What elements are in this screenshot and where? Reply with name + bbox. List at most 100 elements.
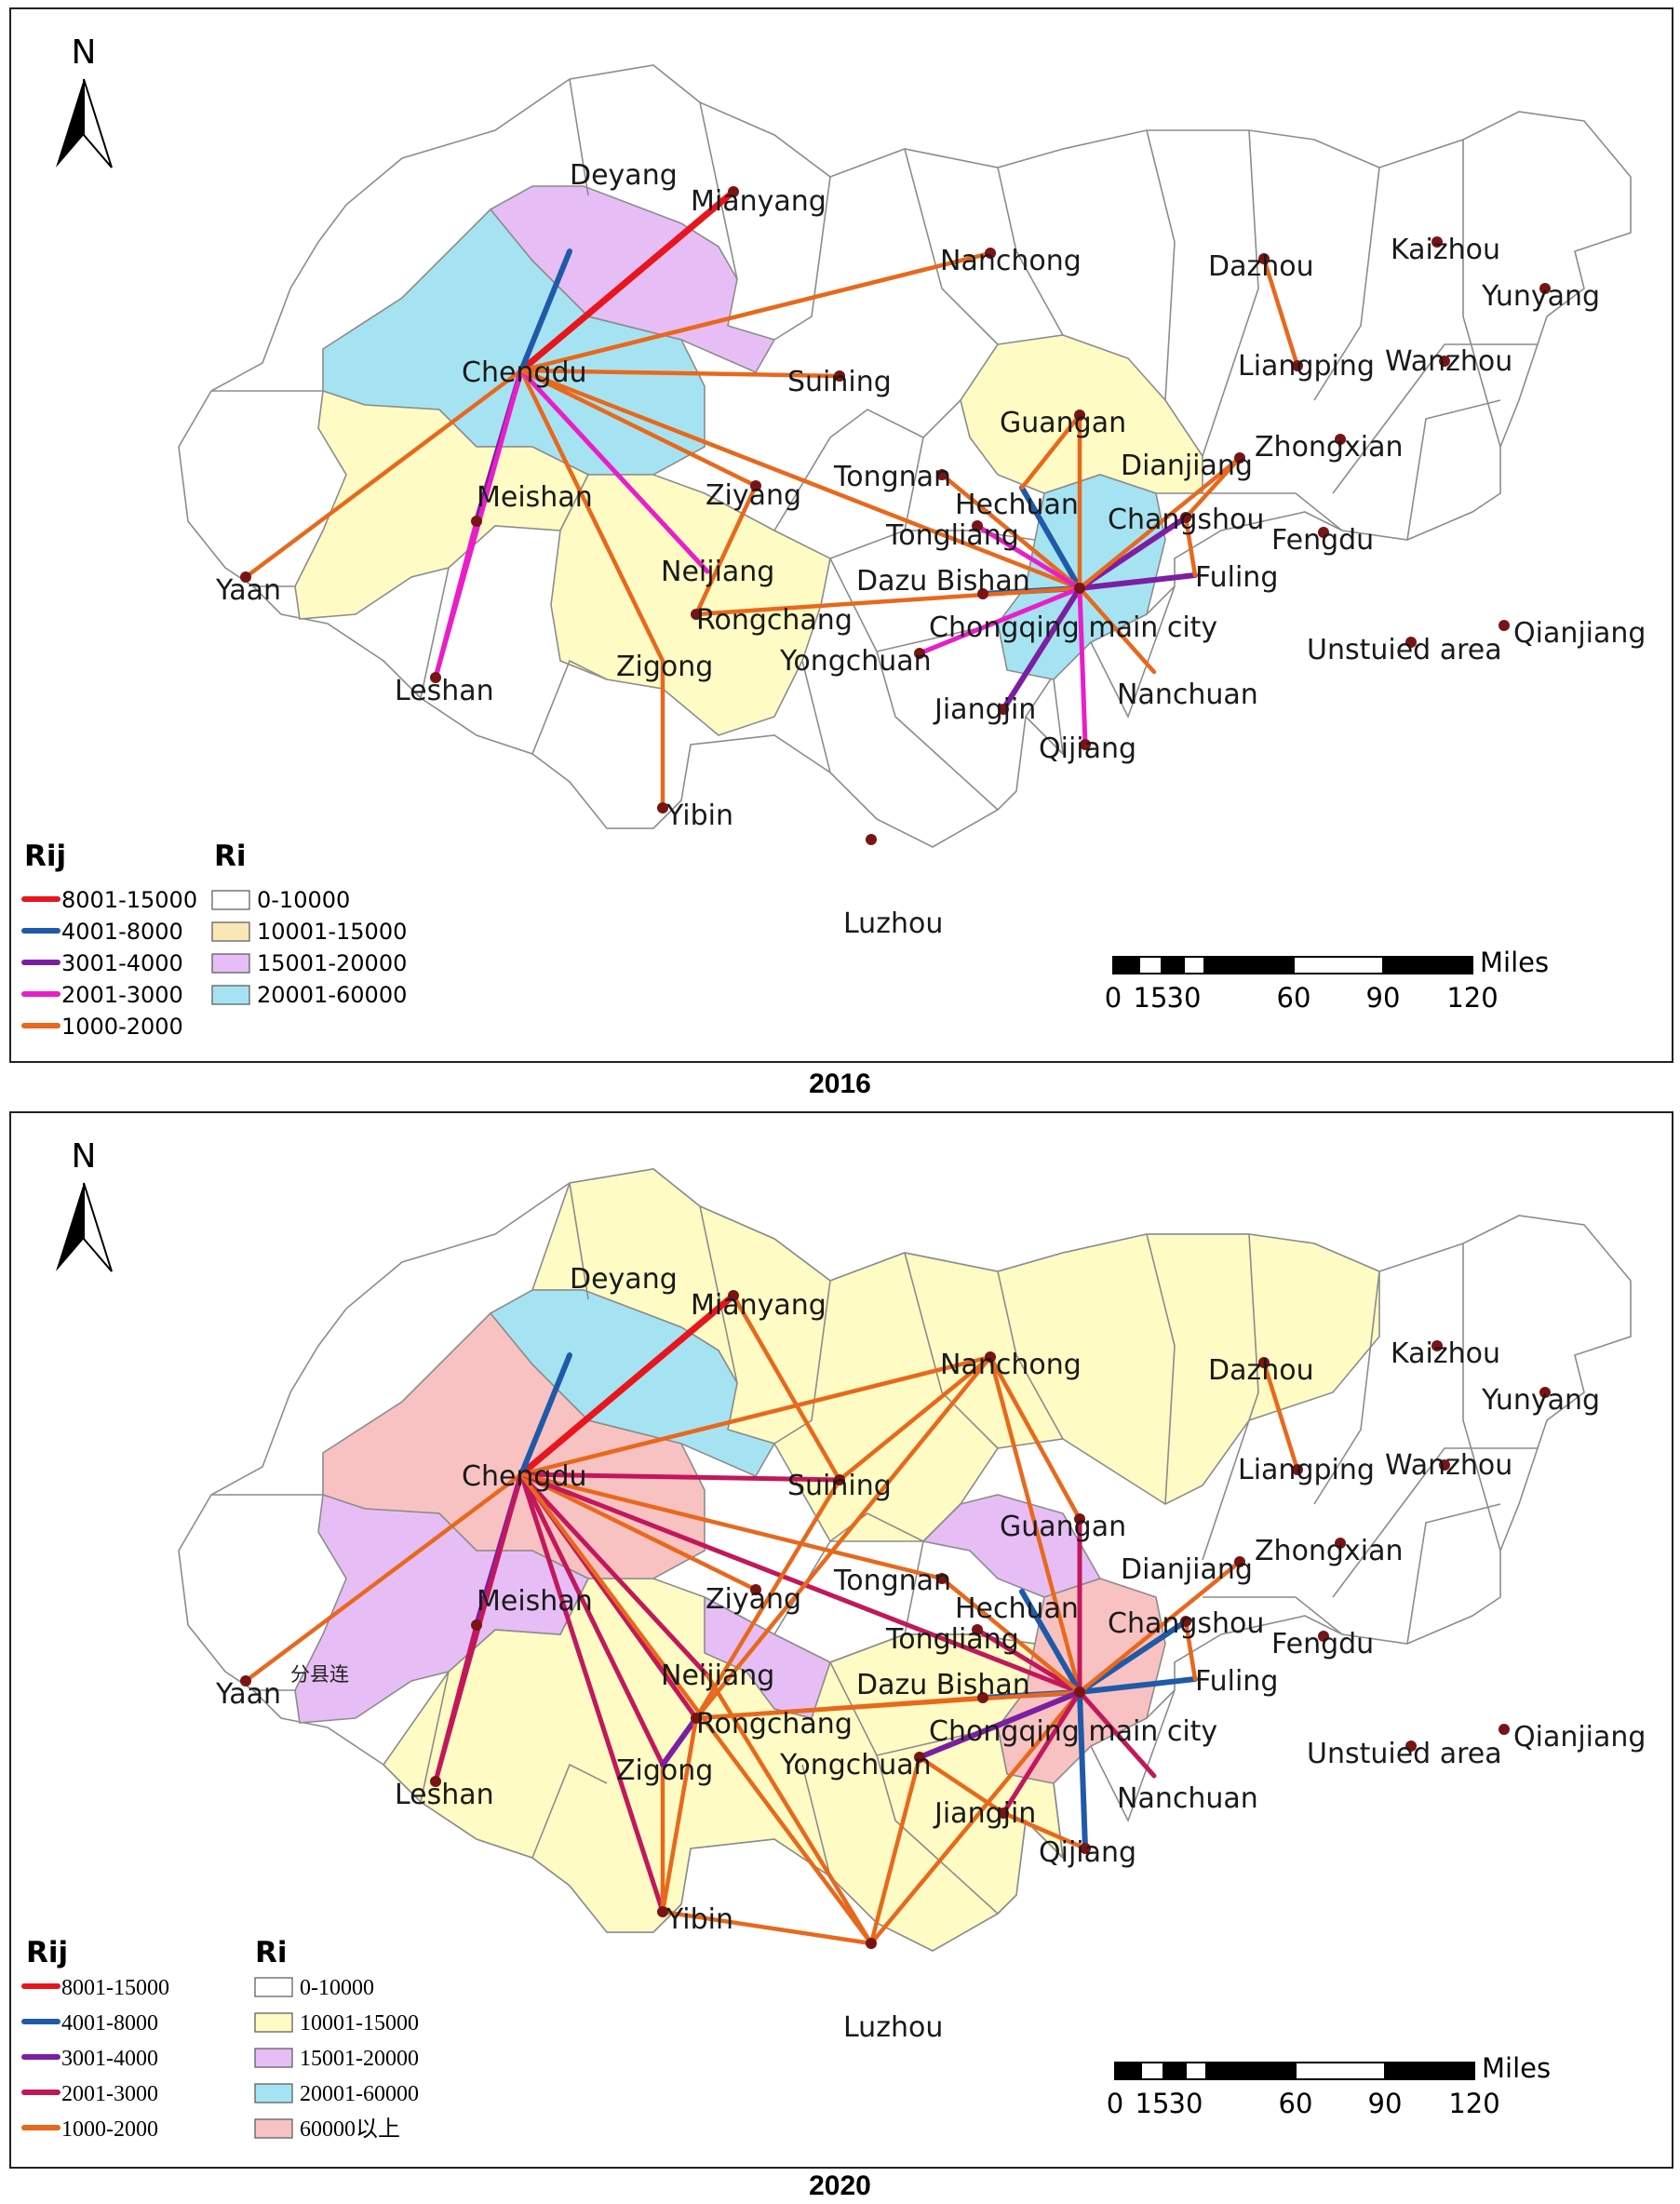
legend-rij-title: Rij [26,1936,68,1969]
city-label-meishan: Meishan [477,481,593,514]
city-label-zhongxian: Zhongxian [1255,1535,1403,1567]
city-dot-tongliang [972,1624,983,1635]
link-yibin-rongchang [660,1715,699,1915]
city-label-chongqing: Chongqing main city [929,1715,1217,1748]
city-dot-yunyang [1539,283,1551,294]
city-label-neijiang: Neijiang [661,1660,774,1692]
link-suining-rongchang [693,1477,842,1721]
caption-2016: 2016 [809,1068,871,1099]
legend-ri-swatch [211,921,250,942]
city-dot-tongnan [936,1573,948,1584]
legend-ri-label: 10001-15000 [257,919,407,945]
city-dot-zhongxian [1335,434,1346,445]
city-labels-2016: Mianyang Deyang Chengdu Nanchong Suining Dazh… [215,159,1646,940]
city-label-fengdu: Fengdu [1271,524,1374,557]
link-chongqing-fuling [1077,572,1198,591]
legend-ri-label: 15001-20000 [300,2047,419,2071]
city-dot-kaizhou [1431,1340,1443,1351]
map-2016: Mianyang Deyang Chengdu Nanchong Suining Dazh… [21,34,1646,1040]
city-dot-mianyang [728,1290,739,1301]
legend-rij-label: 2001-3000 [61,2082,158,2106]
city-dot-qianjiang [1499,1724,1510,1735]
city-dot-guangan [1074,410,1085,421]
city-dot-qijiang [1080,1843,1091,1854]
city-label-yibin: Yibin [665,800,733,832]
city-label-qijiang: Qijiang [1039,732,1136,765]
city-label-mianyang: Mianyang [691,185,827,218]
link-changshou-fuling [1183,515,1198,578]
north-arrow-icon [56,79,84,168]
stray-label: 分县连 [290,1663,349,1686]
legend-rij-label: 3001-4000 [61,950,183,976]
link-chengdu-chongqing [518,1472,1082,1695]
link-chongqing-qijiang [1077,1689,1088,1851]
city-label-jiangjin: Jiangjin [933,693,1036,726]
city-dot-unstudied [1405,637,1417,648]
scale-tick-label: 60 [1279,2088,1313,2119]
link-chongqing-rongchang [693,585,1082,617]
city-label-yunyang: Yunyang [1481,1384,1600,1417]
city-label-nanchong: Nanchong [940,1349,1082,1381]
city-dot-rongchang [691,1713,702,1724]
city-label-chongqing: Chongqing main city [929,611,1217,644]
legend-ri-title: Ri [255,1936,288,1969]
regions-2020 [178,1168,1632,1952]
city-dot-liangping [1292,1464,1303,1475]
city-label-rongchang: Rongchang [696,1708,853,1740]
city-label-dianjiang: Dianjiang [1121,1553,1253,1586]
link-luzhou-yongchuan [868,1754,922,1946]
city-dot-wanzhou [1439,1459,1450,1471]
city-dot-tongliang [972,520,983,531]
city-label-chengdu: Chengdu [462,356,587,389]
legend-rij-label: 8001-15000 [61,1976,169,2000]
city-label-yongchuan: Yongchuan [779,1749,932,1781]
caption-2020: 2020 [809,2170,871,2201]
district-boundaries-2020 [211,1182,1538,1915]
link-chongqing-jiangjin [1001,585,1082,712]
link-chengdu-deyang [518,1352,572,1477]
link-chongqing-jiangjin [1001,1689,1082,1816]
link-chengdu-nanchong [518,250,993,373]
link-chongqing-tongliang [974,523,1082,591]
legend-rij-title: Rij [24,840,66,873]
legend-rij-2016: Rij 8001-15000 4001-8000 3001-4000 2001-300… [21,840,197,1040]
city-label-luzhou: Luzhou [843,2011,943,2044]
legend-ri-swatch [254,2048,293,2068]
legend-ri-label: 15001-20000 [257,950,407,976]
city-label-neijiang: Neijiang [661,556,774,588]
city-label-ziyang: Ziyang [706,1583,801,1616]
link-nanchong-chongqing [988,1354,1082,1695]
city-dot-fengdu [1318,527,1329,538]
link-chengdu-zigong [518,368,665,664]
link-chengdu-zigong [518,1472,665,1767]
city-dot-zhongxian [1335,1538,1346,1549]
link-chengdu-ziyang [518,368,759,489]
link-nanchong-guangan [988,1354,1082,1522]
north-arrow-label: N [72,1137,97,1176]
city-label-yibin: Yibin [665,1903,733,1936]
link-chongqing-hechuan [1019,1589,1082,1695]
link-chengdu-mianyang [517,1292,737,1478]
city-label-jiangjin: Jiangjin [933,1797,1036,1830]
city-label-nanchuan: Nanchuan [1117,1782,1258,1815]
link-guangan-hechuan [1019,412,1082,491]
city-dot-nanchong [985,1351,996,1363]
city-label-liangping: Liangping [1238,1454,1375,1486]
city-label-fengdu: Fengdu [1271,1628,1374,1660]
link-dazhou-liangping [1261,1360,1300,1472]
link-chongqing-yongchuan [917,585,1082,656]
scale-tick-label: 90 [1366,982,1401,1014]
city-label-mianyang: Mianyang [691,1289,827,1322]
city-label-hechuan: Hechuan [955,489,1079,521]
city-label-yongchuan: Yongchuan [779,645,932,678]
legend-rij-label: 8001-15000 [61,887,197,913]
north-arrow-icon [56,1183,84,1271]
city-label-tongnan: Tongnan [833,1565,951,1597]
city-label-suining: Suining [787,1470,892,1502]
city-label-guangan: Guangan [1000,407,1126,439]
city-dot-qianjiang [1499,620,1510,631]
city-dot-jiangjin [998,704,1009,715]
city-dot-nanchong [985,248,996,259]
city-dot-rongchang [691,609,702,620]
city-label-unstudied: Unstuied area [1307,1738,1502,1770]
